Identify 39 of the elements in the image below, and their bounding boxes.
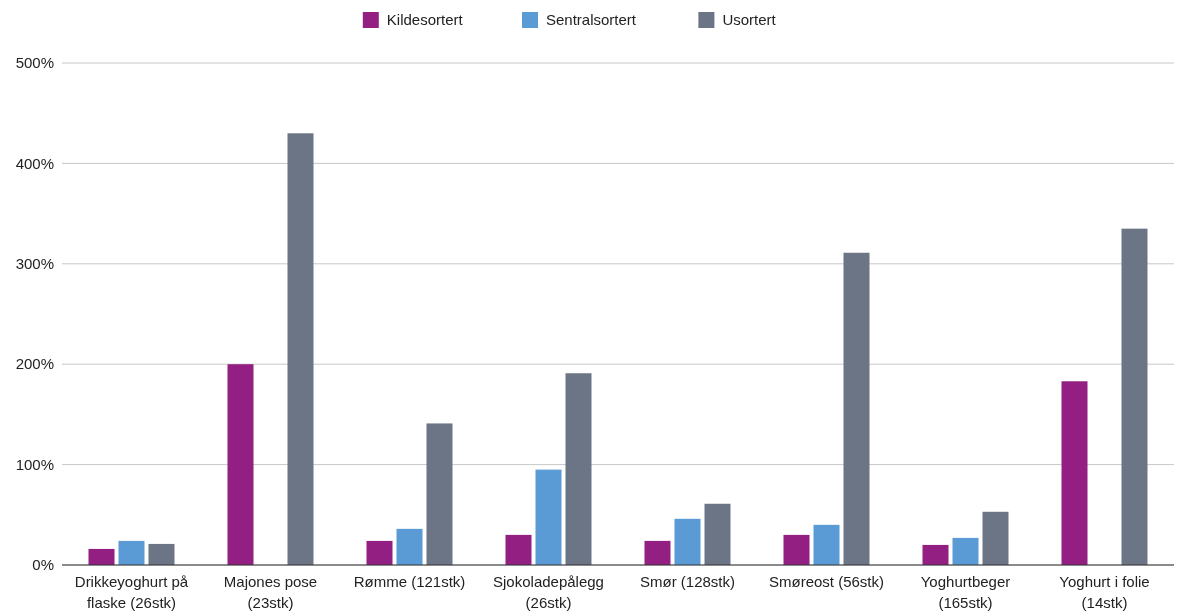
bar — [1061, 381, 1088, 565]
x-tick-label: Rømme (121stk) — [353, 573, 466, 590]
x-tick-label: Yoghurtbeger (165stk) — [920, 573, 1011, 611]
bar — [1121, 228, 1148, 565]
bar — [148, 543, 175, 565]
bar — [565, 373, 592, 565]
y-tick-label: 200% — [15, 355, 54, 373]
bar — [813, 524, 840, 565]
bar — [366, 540, 393, 565]
x-tick-label: Smør (128stk) — [639, 573, 736, 590]
x-tick-label: Sjokoladepålegg (26stk) — [493, 573, 604, 611]
x-tick-label: Drikkeyoghurt på flaske (26stk) — [74, 573, 189, 611]
legend-label: Kildesortert — [386, 11, 464, 29]
bar — [505, 534, 532, 565]
bar — [922, 544, 949, 565]
bar — [535, 469, 562, 565]
bar — [227, 364, 254, 565]
y-tick-label: 100% — [15, 455, 54, 473]
y-tick-label: 0% — [32, 556, 54, 574]
x-tick-label: Smøreost (56stk) — [768, 573, 885, 590]
y-tick-label: 500% — [15, 54, 54, 72]
x-tick-label: Yoghurt i folie (14stk) — [1059, 573, 1150, 611]
x-tick-label: Majones pose (23stk) — [223, 573, 318, 611]
legend-label: Usortert — [722, 11, 777, 29]
bar — [287, 133, 314, 565]
bar — [952, 537, 979, 565]
bar — [704, 503, 731, 565]
bar — [982, 511, 1009, 565]
y-tick-label: 400% — [15, 154, 54, 172]
bar — [88, 548, 115, 565]
y-tick-label: 300% — [15, 255, 54, 273]
bar — [783, 534, 810, 565]
bar — [674, 518, 701, 565]
bar — [644, 540, 671, 565]
legend-label: Sentralsortert — [546, 11, 637, 29]
bar — [843, 252, 870, 565]
bar — [396, 528, 423, 565]
bar — [118, 540, 145, 565]
bar — [426, 423, 453, 565]
